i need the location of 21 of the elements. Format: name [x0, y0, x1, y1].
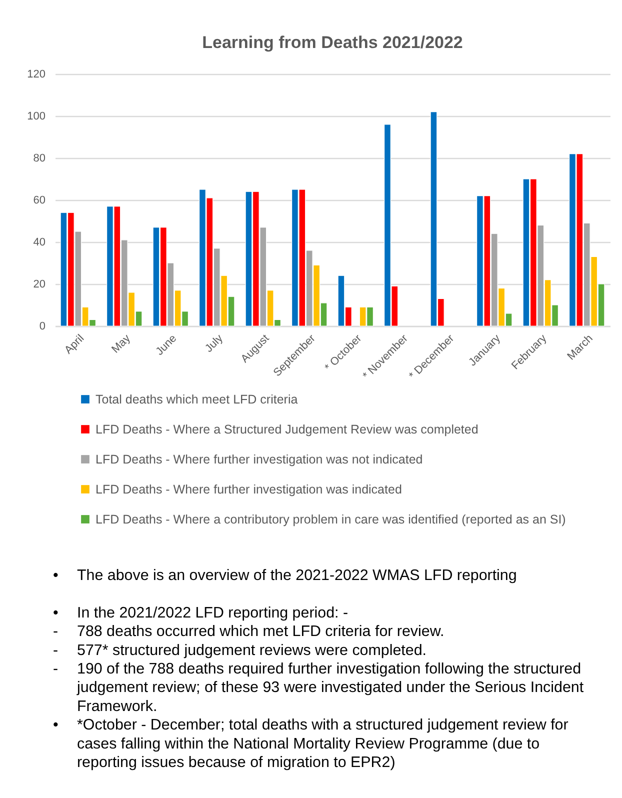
text: - 577* structured judgement reviews were completed.	[53, 642, 426, 659]
legend-label: LFD Deaths - Where a Structured Judgement Review was completed	[96, 422, 478, 436]
legend-label: LFD Deaths - Where a contributory problem in care was identified (reported as an SI)	[96, 512, 566, 526]
y-tick-label: 120	[27, 68, 46, 80]
text: - 788 deaths occurred which met LFD criteria for review.	[53, 623, 444, 640]
text: • In the 2021/2022 LFD reporting period: -	[53, 604, 348, 622]
x-tick-label: May	[110, 332, 134, 356]
text: • *October - December; total deaths with a structured judgement review for cases falling within the National Mortality Review Programme (due to reporting issues because of migration to EPR2)	[53, 716, 568, 771]
y-tick-label: 80	[33, 152, 46, 164]
legend-label: LFD Deaths - Where further investigation was indicated	[96, 482, 402, 496]
y-tick-label: 20	[33, 278, 46, 290]
y-tick-label: 0	[39, 320, 46, 332]
legend-label: Total deaths which meet LFD criteria	[96, 392, 298, 406]
y-tick-label: 100	[27, 110, 46, 122]
y-tick-label: 40	[33, 236, 46, 248]
y-tick-label: 60	[33, 194, 46, 206]
legend-label: LFD Deaths - Where further investigation was not indicated	[96, 452, 423, 466]
chart-title: Learning from Deaths 2021/2022	[202, 33, 463, 52]
text: • The above is an overview of the 2021-2022 WMAS LFD reporting	[53, 567, 517, 584]
x-tick-label: July	[203, 332, 226, 355]
text: - 190 of the 788 deaths required further investigation following the structured judgement review; of these 93 were investigated under the Serious Incident Framework.	[53, 660, 584, 715]
